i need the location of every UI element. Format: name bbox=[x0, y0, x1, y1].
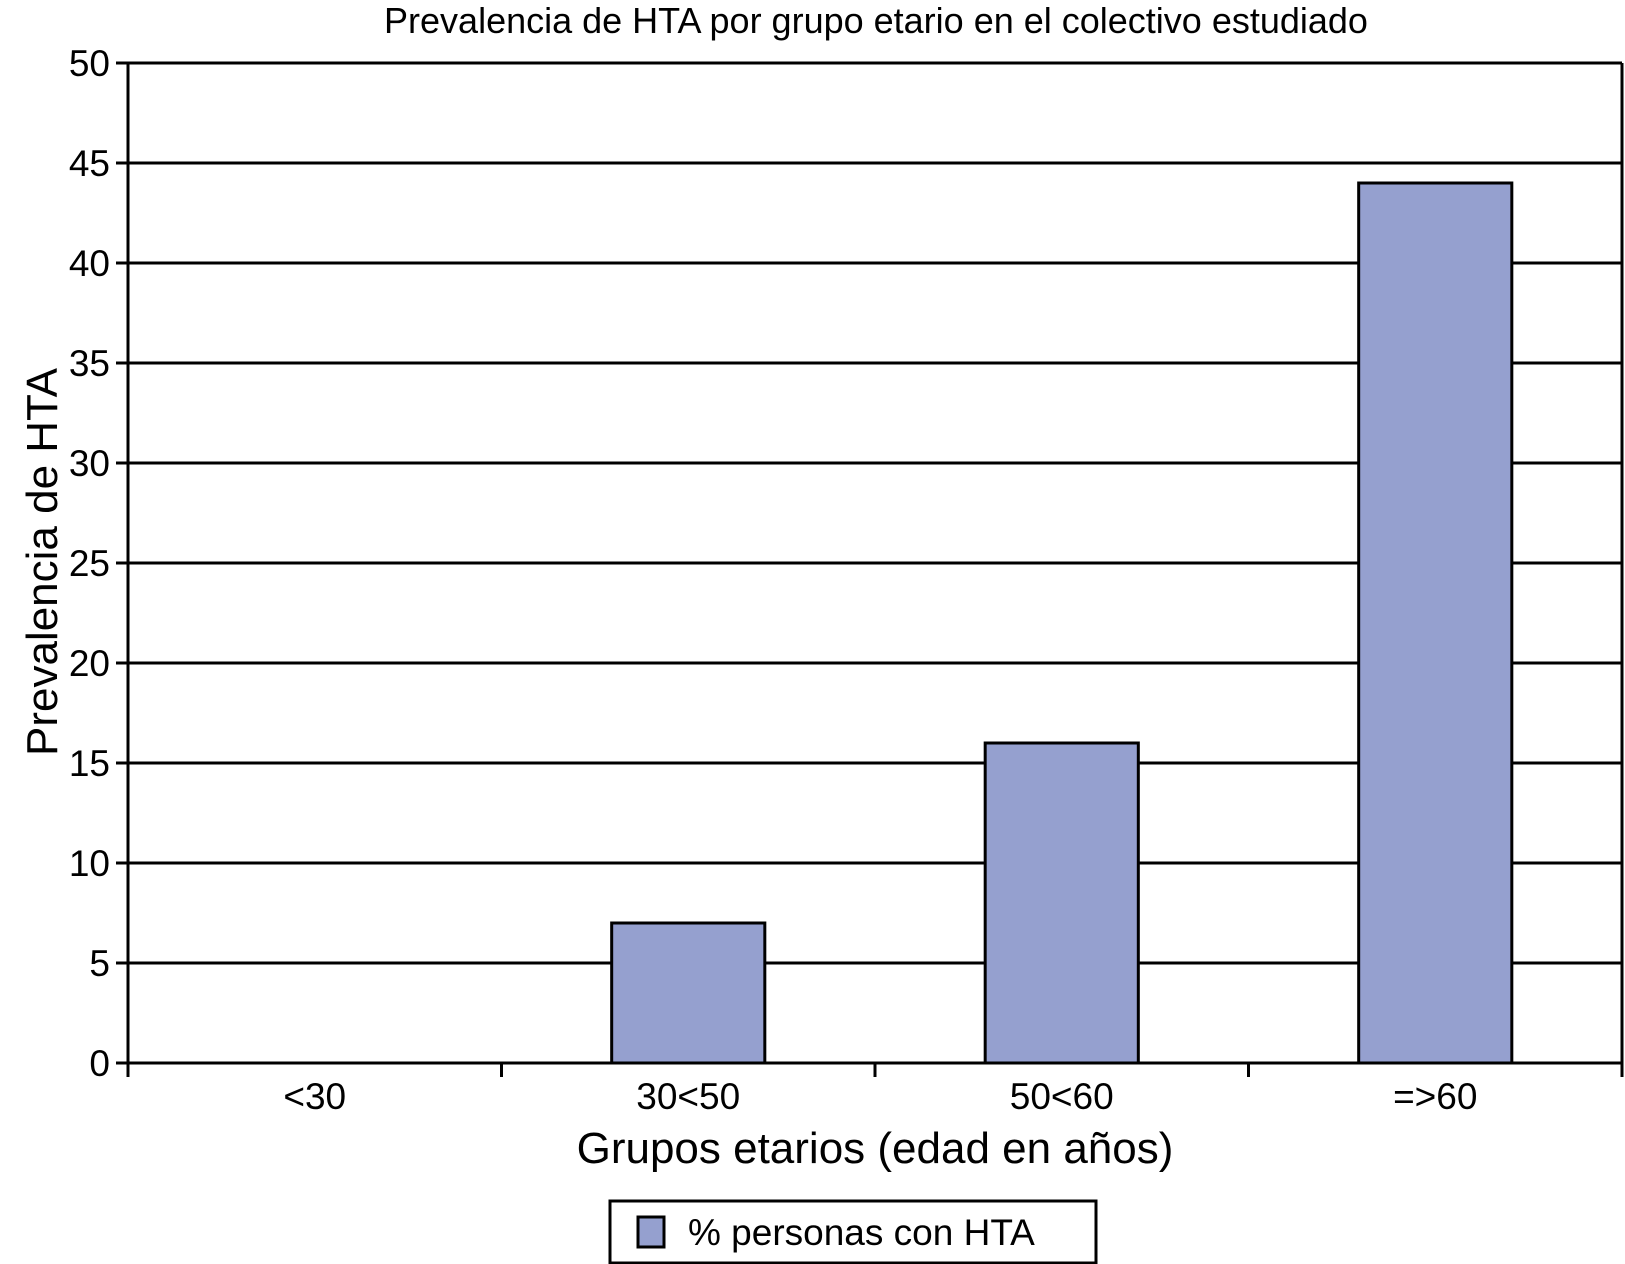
x-tick-label-2: 50<60 bbox=[1010, 1076, 1114, 1117]
x-tick-label-1: 30<50 bbox=[636, 1076, 740, 1117]
y-tick-label-20: 20 bbox=[69, 643, 110, 684]
y-axis-title: Prevalencia de HTA bbox=[18, 367, 67, 756]
bar-2 bbox=[983, 741, 1140, 1065]
y-tick-label-30: 30 bbox=[69, 443, 110, 484]
y-tick-label-5: 5 bbox=[89, 943, 110, 984]
legend-box bbox=[608, 1199, 1098, 1264]
legend-label: % personas con HTA bbox=[688, 1212, 1035, 1253]
legend: % personas con HTA bbox=[608, 1199, 1098, 1264]
y-axis-ticks: 0 5 10 15 20 25 30 35 40 45 50 bbox=[69, 43, 128, 1084]
chart-title: Prevalencia de HTA por grupo etario en e… bbox=[384, 0, 1368, 41]
y-tick-label-45: 45 bbox=[69, 143, 110, 184]
bars bbox=[610, 181, 1514, 1065]
y-tick-label-15: 15 bbox=[69, 743, 110, 784]
y-tick-label-25: 25 bbox=[69, 543, 110, 584]
y-tick-label-0: 0 bbox=[89, 1043, 110, 1084]
x-tick-label-0: <30 bbox=[283, 1076, 346, 1117]
legend-swatch bbox=[636, 1215, 666, 1249]
x-tick-label-3: =>60 bbox=[1393, 1076, 1477, 1117]
bar-1 bbox=[610, 921, 767, 1065]
x-axis-title: Grupos etarios (edad en años) bbox=[577, 1124, 1174, 1173]
y-tick-label-50: 50 bbox=[69, 43, 110, 84]
x-axis-ticks: <30 30<50 50<60 =>60 bbox=[126, 1063, 1624, 1117]
bar-3 bbox=[1357, 181, 1514, 1065]
y-tick-label-10: 10 bbox=[69, 843, 110, 884]
y-tick-label-35: 35 bbox=[69, 343, 110, 384]
y-tick-label-40: 40 bbox=[69, 243, 110, 284]
